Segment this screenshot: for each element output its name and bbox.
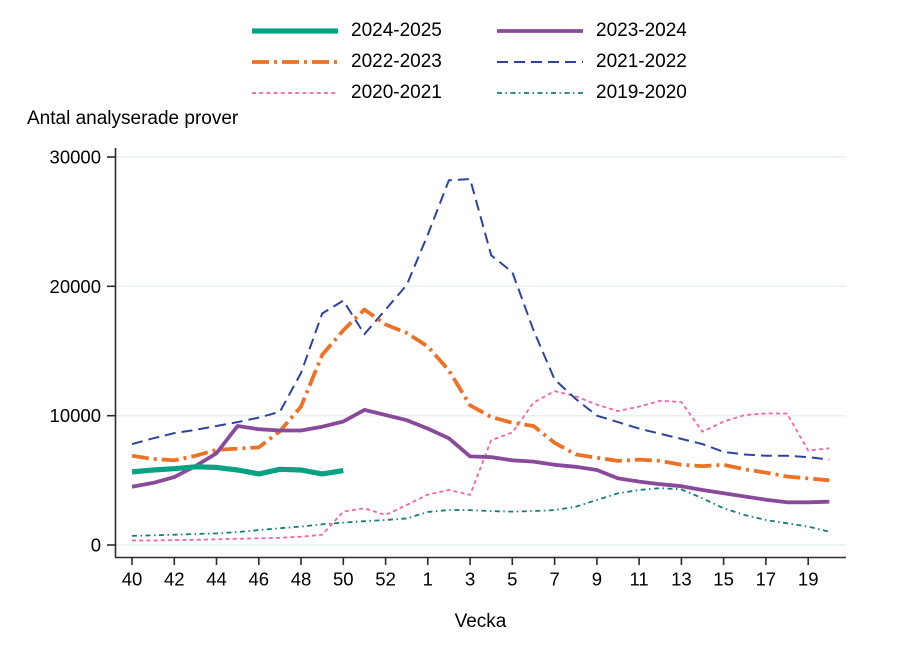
- legend: 2024-2025 2023-2024 2022-2023 2021-2022 2020…: [252, 15, 687, 108]
- x-tick-label: 42: [164, 569, 185, 590]
- x-tick-label: 9: [592, 569, 602, 590]
- series-line-2022-2023: [131, 307, 830, 483]
- x-tick-label: 11: [629, 569, 648, 590]
- y-tick-label: 30000: [50, 147, 101, 168]
- x-tick-label: 7: [549, 569, 559, 590]
- legend-label-2023-2024: 2023-2024: [596, 20, 687, 41]
- x-tick-label: 17: [756, 569, 777, 590]
- legend-item-2024-2025: 2024-2025: [252, 21, 497, 40]
- legend-swatch-2022-2023: [252, 59, 338, 64]
- x-tick-label: 48: [291, 569, 312, 590]
- x-axis-title: Vecka: [454, 611, 507, 632]
- x-tick-label: 44: [206, 569, 227, 590]
- legend-swatch-2019-2020: [497, 91, 583, 94]
- legend-label-2024-2025: 2024-2025: [351, 20, 442, 41]
- x-tick-label: 40: [122, 569, 143, 590]
- x-tick-label: 13: [671, 569, 692, 590]
- legend-label-2022-2023: 2022-2023: [351, 51, 442, 72]
- x-tick-label: 15: [713, 569, 734, 590]
- x-tick-label: 50: [333, 569, 354, 590]
- x-tick-label: 19: [798, 569, 819, 590]
- legend-item-2023-2024: 2023-2024: [497, 21, 687, 40]
- series-line-2020-2021: [132, 390, 830, 542]
- legend-label-2021-2022: 2021-2022: [596, 51, 687, 72]
- series-line-2024-2025: [131, 464, 344, 477]
- x-tick-label: 1: [423, 569, 433, 590]
- x-tick-label: 46: [249, 569, 270, 590]
- y-tick-label: 0: [91, 535, 101, 556]
- x-tick-label: 5: [507, 569, 517, 590]
- x-tick-label: 3: [465, 569, 475, 590]
- legend-swatch-2021-2022: [497, 60, 583, 63]
- legend-item-2019-2020: 2019-2020: [497, 83, 687, 102]
- legend-item-2021-2022: 2021-2022: [497, 52, 687, 71]
- legend-swatch-2020-2021: [252, 91, 338, 94]
- legend-item-2022-2023: 2022-2023: [252, 52, 497, 71]
- legend-swatch-2023-2024: [497, 28, 583, 33]
- x-tick-label: 52: [375, 569, 396, 590]
- legend-label-2020-2021: 2020-2021: [351, 82, 442, 103]
- series-line-2023-2024: [131, 408, 830, 505]
- legend-item-2020-2021: 2020-2021: [252, 83, 497, 102]
- legend-label-2019-2020: 2019-2020: [596, 82, 687, 103]
- series-line-2021-2022: [131, 178, 830, 461]
- y-tick-label: 10000: [50, 405, 101, 426]
- legend-swatch-2024-2025: [252, 27, 338, 34]
- chart-title: Antal analyserade prover: [27, 108, 239, 129]
- y-tick-label: 20000: [50, 276, 101, 297]
